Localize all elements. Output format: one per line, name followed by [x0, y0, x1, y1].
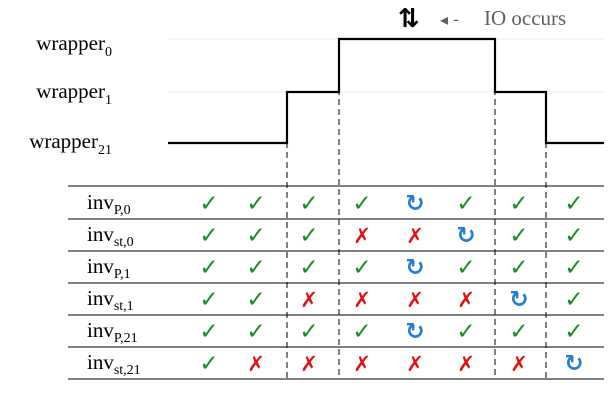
- check-icon: ✓: [352, 255, 371, 281]
- retry-icon: ↻: [405, 191, 424, 217]
- check-icon: ✓: [564, 255, 583, 281]
- check-icon: ✓: [509, 223, 528, 249]
- row-label-inv-p-1: invP,1: [87, 254, 131, 282]
- check-icon: ✓: [564, 191, 583, 217]
- check-icon: ✓: [456, 191, 475, 217]
- retry-icon: ↻: [405, 255, 424, 281]
- check-icon: ✓: [199, 287, 218, 313]
- cross-icon: ✗: [247, 352, 265, 376]
- check-icon: ✓: [299, 191, 318, 217]
- row-labels: invP,0 invst,0 invP,1 invst,1 invP,21 in…: [87, 190, 141, 378]
- cross-icon: ✗: [353, 352, 371, 376]
- cross-icon: ✗: [510, 352, 528, 376]
- retry-icon: ↻: [405, 319, 424, 345]
- cross-icon: ✗: [457, 288, 475, 312]
- check-icon: ✓: [299, 255, 318, 281]
- check-icon: ✓: [199, 351, 218, 377]
- cross-icon: ✗: [406, 352, 424, 376]
- row-label-inv-st-1: invst,1: [87, 286, 134, 314]
- check-icon: ✓: [246, 287, 265, 313]
- check-icon: ✓: [352, 319, 371, 345]
- check-icon: ✓: [199, 223, 218, 249]
- check-icon: ✓: [564, 287, 583, 313]
- status-cells: ✓ ✓ ✓ ✓ ↻ ✓ ✓ ✓ ✓ ✓ ✓ ✗ ✗ ↻ ✓ ✓ ✓ ✓ ✓ ✓ ↻ ✓ ✓ ✓ ✓ ✓ ✗ ✗ ✗ ✗ ↻ ✓ ✓ ✓ ✓ ✓ ↻ ✓ ✓ ✓…: [199, 191, 583, 377]
- wrapper-label-0: wrapper0: [36, 31, 112, 60]
- io-boundaries: [286, 39, 547, 378]
- check-icon: ✓: [299, 223, 318, 249]
- row-label-inv-st-21: invst,21: [87, 350, 141, 378]
- row-label-inv-p-0: invP,0: [87, 190, 131, 218]
- check-icon: ✓: [246, 319, 265, 345]
- check-icon: ✓: [246, 255, 265, 281]
- wrapper-label-1: wrapper1: [36, 79, 112, 108]
- io-arrows-icon: ⇅: [398, 4, 420, 34]
- check-icon: ✓: [246, 191, 265, 217]
- retry-icon: ↻: [509, 287, 528, 313]
- retry-icon: ↻: [564, 351, 583, 377]
- cross-icon: ✗: [300, 288, 318, 312]
- cross-icon: ✗: [406, 288, 424, 312]
- check-icon: ✓: [509, 255, 528, 281]
- level-guides: [168, 38, 604, 93]
- legend: ⇅ ◂ - IO occurs: [398, 4, 566, 34]
- check-icon: ✓: [199, 255, 218, 281]
- table-grid: [68, 185, 604, 380]
- cross-icon: ✗: [353, 288, 371, 312]
- retry-icon: ↻: [456, 223, 475, 249]
- check-icon: ✓: [456, 319, 475, 345]
- legend-pointer-icon: ◂ -: [440, 10, 459, 29]
- cross-icon: ✗: [300, 352, 318, 376]
- check-icon: ✓: [299, 319, 318, 345]
- check-icon: ✓: [509, 319, 528, 345]
- check-icon: ✓: [456, 255, 475, 281]
- cross-icon: ✗: [457, 352, 475, 376]
- check-icon: ✓: [199, 191, 218, 217]
- check-icon: ✓: [246, 223, 265, 249]
- check-icon: ✓: [352, 191, 371, 217]
- cross-icon: ✗: [353, 224, 371, 248]
- cross-icon: ✗: [406, 224, 424, 248]
- check-icon: ✓: [564, 319, 583, 345]
- wrapper-label-21: wrapper21: [29, 129, 112, 158]
- row-label-inv-p-21: invP,21: [87, 318, 138, 346]
- check-icon: ✓: [564, 223, 583, 249]
- wrapper-labels: wrapper0 wrapper1 wrapper21: [29, 31, 112, 158]
- legend-label: IO occurs: [484, 6, 566, 30]
- check-icon: ✓: [509, 191, 528, 217]
- row-label-inv-st-0: invst,0: [87, 222, 134, 250]
- check-icon: ✓: [199, 319, 218, 345]
- wrapper-waveform: [168, 37, 604, 145]
